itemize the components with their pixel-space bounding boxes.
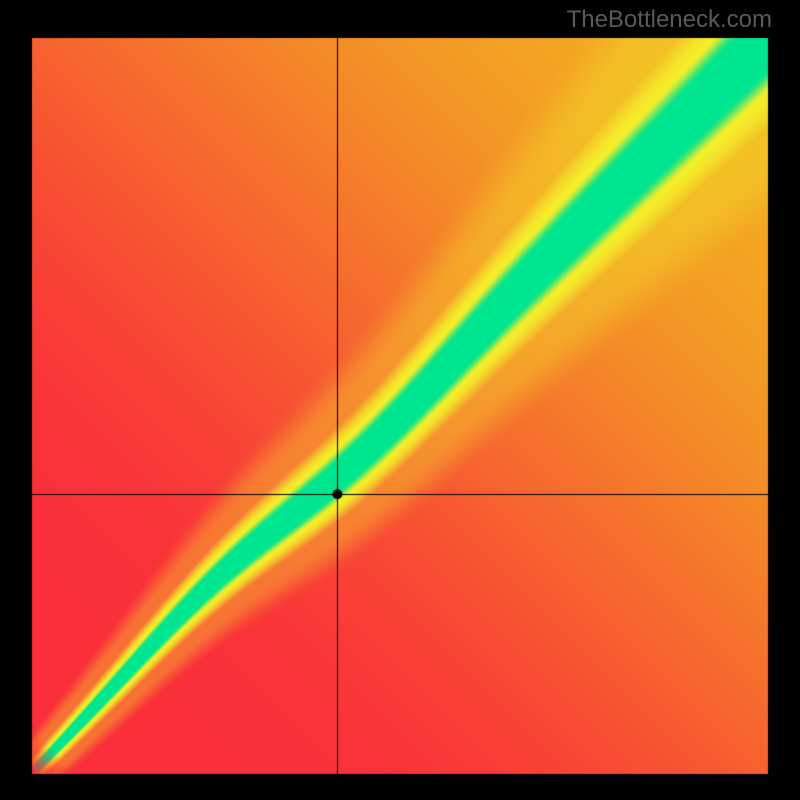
watermark-text: TheBottleneck.com xyxy=(567,6,772,34)
chart-container: TheBottleneck.com xyxy=(0,0,800,800)
bottleneck-heatmap-canvas xyxy=(0,0,800,800)
